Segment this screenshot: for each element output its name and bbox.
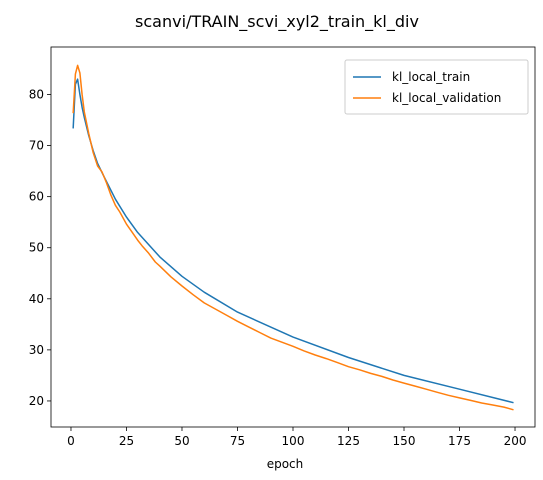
legend-box bbox=[344, 59, 529, 115]
legend-label-kl-local-validation: kl_local_validation bbox=[392, 91, 501, 105]
x-tick-label: 125 bbox=[337, 434, 360, 448]
y-tick-label: 30 bbox=[29, 343, 44, 357]
series-line-kl-local-validation bbox=[72, 64, 514, 411]
legend-label-kl-local-train: kl_local_train bbox=[392, 70, 470, 84]
series-layer bbox=[72, 64, 514, 411]
x-tick-label: 200 bbox=[504, 434, 527, 448]
x-tick-label: 25 bbox=[119, 434, 134, 448]
x-tick-label: 75 bbox=[230, 434, 245, 448]
y-tick-label: 20 bbox=[29, 394, 44, 408]
y-tick-label: 40 bbox=[29, 292, 44, 306]
y-axis: 20 30 40 50 60 70 80 bbox=[29, 88, 51, 408]
chart-title: scanvi/TRAIN_scvi_xyl2_train_kl_div bbox=[135, 12, 419, 32]
legend: kl_local_train kl_local_validation bbox=[344, 59, 529, 115]
plot-frame bbox=[50, 46, 536, 428]
x-tick-label: 100 bbox=[282, 434, 305, 448]
x-tick-label: 50 bbox=[174, 434, 189, 448]
x-axis: 0 25 50 75 100 125 150 175 200 bbox=[67, 427, 526, 448]
y-tick-label: 70 bbox=[29, 139, 44, 153]
series-line-kl-local-train bbox=[72, 78, 514, 404]
y-tick-label: 80 bbox=[29, 88, 44, 102]
x-axis-label: epoch bbox=[267, 457, 304, 471]
x-tick-label: 150 bbox=[393, 434, 416, 448]
y-tick-label: 60 bbox=[29, 190, 44, 204]
y-tick-label: 50 bbox=[29, 241, 44, 255]
x-tick-label: 0 bbox=[67, 434, 75, 448]
x-tick-label: 175 bbox=[448, 434, 471, 448]
